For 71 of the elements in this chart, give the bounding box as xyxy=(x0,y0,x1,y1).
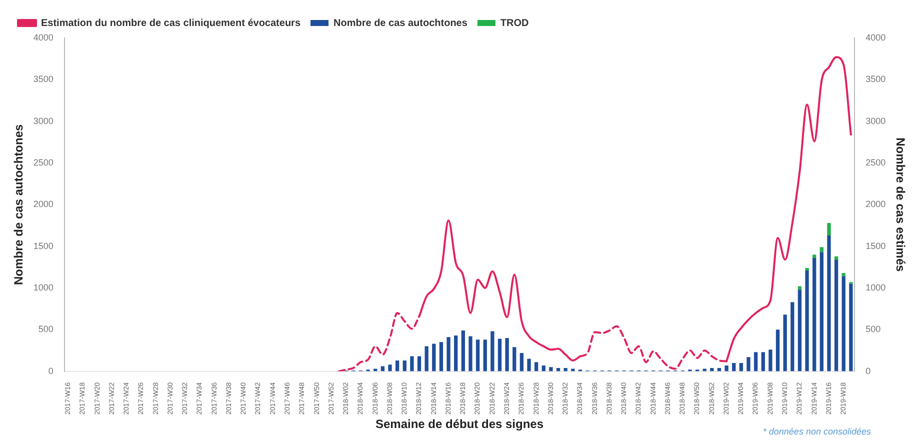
bar xyxy=(798,290,802,372)
legend-label: Estimation du nombre de cas cliniquement évocateurs xyxy=(41,18,301,29)
bar xyxy=(417,356,422,372)
bar xyxy=(827,235,831,372)
y-tick-label: 2500 xyxy=(33,157,54,168)
y2-tick-label: 2000 xyxy=(866,199,886,210)
bar xyxy=(498,338,502,372)
y2-tick-label: 3000 xyxy=(866,116,886,126)
bar xyxy=(812,254,816,258)
y-tick-label: 3000 xyxy=(33,116,54,126)
bar xyxy=(812,258,816,372)
bar xyxy=(542,365,546,372)
bar xyxy=(527,358,531,372)
text: * données non consolidées xyxy=(762,426,872,436)
bar xyxy=(402,360,406,372)
y2-tick-label: 4000 xyxy=(866,32,886,42)
bar xyxy=(805,268,809,270)
bar xyxy=(805,270,809,372)
bar xyxy=(761,352,765,372)
bar xyxy=(783,314,787,372)
bar xyxy=(388,364,392,372)
bar xyxy=(834,260,838,372)
bar xyxy=(446,337,450,372)
bar xyxy=(849,284,853,372)
bar xyxy=(746,357,750,372)
bar xyxy=(468,336,472,372)
y2-tick-label: 1500 xyxy=(866,240,886,251)
y-tick-label: 500 xyxy=(38,324,54,334)
x-axis-title: Semaine de début des signes xyxy=(375,417,544,432)
bar xyxy=(776,330,780,372)
bar xyxy=(432,344,436,372)
bar xyxy=(395,360,400,372)
bar xyxy=(439,342,444,372)
y2-tick-label: 500 xyxy=(866,324,881,334)
y-tick-label: 2000 xyxy=(33,199,54,210)
bar xyxy=(410,356,414,372)
y-tick-label: 3500 xyxy=(33,74,54,84)
legend-label: Nombre de cas autochtones xyxy=(334,18,468,29)
bar xyxy=(461,330,465,372)
y-tick-label: 4000 xyxy=(33,32,54,42)
bar xyxy=(505,338,509,372)
bar xyxy=(827,222,831,236)
legend-label: TROD xyxy=(500,18,529,29)
bar xyxy=(490,331,494,372)
bar xyxy=(424,346,428,372)
y2-tick-label: 0 xyxy=(866,366,871,376)
bar xyxy=(768,350,772,372)
y-tick-label: 1000 xyxy=(33,282,54,292)
y2-tick-label: 1000 xyxy=(866,282,886,292)
bar xyxy=(820,252,824,372)
bar xyxy=(739,362,744,372)
bar xyxy=(549,367,553,372)
y-tick-label: 1500 xyxy=(33,240,54,251)
bar xyxy=(732,362,736,372)
y2-tick-label: 2500 xyxy=(866,157,886,168)
y-axis-title: Nombre de cas autochtones xyxy=(12,124,26,286)
bar xyxy=(790,302,794,372)
bar xyxy=(512,347,516,372)
y-tick-label: 0 xyxy=(48,366,54,376)
y2-tick-label: 3500 xyxy=(866,74,886,84)
bar xyxy=(842,276,846,372)
bar xyxy=(520,352,524,372)
bar xyxy=(842,272,846,276)
bar xyxy=(754,352,758,372)
bar xyxy=(454,335,458,372)
bar xyxy=(534,362,538,372)
bar xyxy=(476,340,480,372)
bar xyxy=(724,365,728,372)
bar xyxy=(483,340,487,372)
bar xyxy=(820,247,824,252)
y2-axis-title: Nombre de cas estimés xyxy=(893,138,908,272)
